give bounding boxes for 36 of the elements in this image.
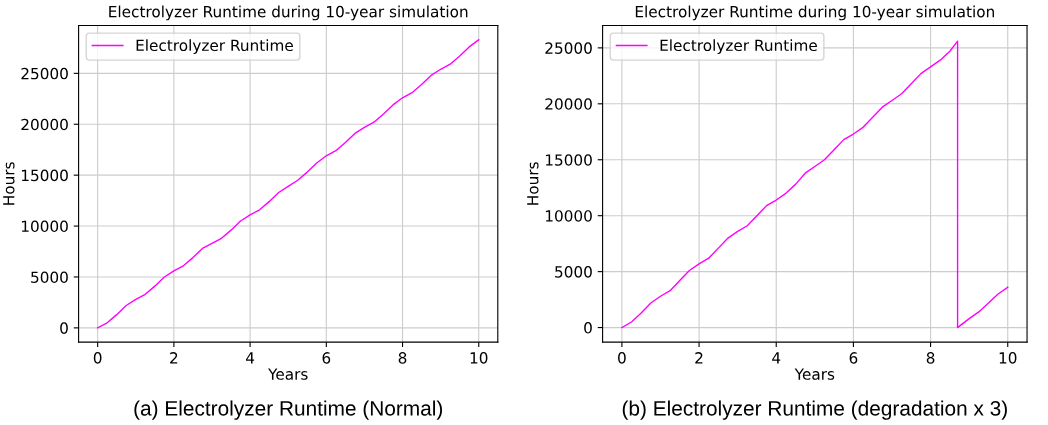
x-tick-label: 2	[695, 352, 703, 364]
x-tick-label: 6	[322, 352, 331, 364]
y-tick-label: 20000	[545, 98, 592, 110]
x-tick-label: 4	[772, 352, 781, 364]
x-tick-label: 6	[849, 352, 858, 364]
legend-label: Electrolyzer Runtime	[660, 39, 817, 55]
x-tick-label: 8	[926, 352, 935, 364]
y-tick-label: 15000	[545, 154, 592, 166]
x-tick-label: 2	[170, 352, 178, 364]
y-tick-label: 5000	[555, 266, 592, 278]
y-tick-label: 10000	[21, 220, 68, 233]
y-tick-label: 20000	[21, 118, 68, 131]
x-axis-title: Years	[268, 368, 308, 380]
line-series	[621, 40, 1009, 329]
line-series	[96, 39, 480, 329]
x-tick-label: 4	[245, 352, 255, 364]
legend-label: Electrolyzer Runtime	[136, 39, 293, 55]
y-tick-label: 5000	[31, 271, 68, 283]
y-tick-label: 10000	[545, 210, 592, 222]
text: (a) Electrolyzer Runtime (Normal)	[134, 400, 443, 420]
y-tick-label: 0	[60, 322, 68, 334]
y-tick-label: 25000	[545, 42, 592, 54]
x-tick-label: 8	[398, 352, 407, 364]
y-axis-title: Hours	[527, 162, 539, 205]
y-tick-label: 25000	[21, 67, 68, 80]
x-tick-label: 0	[93, 352, 102, 364]
text: (b) Electrolyzer Runtime (degradation x 3)	[622, 400, 1007, 420]
y-axis-title: Hours	[3, 162, 15, 205]
x-tick-label: 10	[470, 352, 488, 364]
y-tick-label: 0	[584, 322, 592, 334]
x-axis-title: Years	[794, 368, 835, 380]
chart-title: Electrolyzer Runtime during 10-year simulation	[109, 5, 468, 21]
x-tick-label: 0	[618, 352, 626, 364]
x-tick-label: 10	[999, 352, 1017, 364]
y-tick-label: 15000	[21, 169, 68, 182]
chart-title: Electrolyzer Runtime during 10-year simulation	[635, 5, 994, 21]
